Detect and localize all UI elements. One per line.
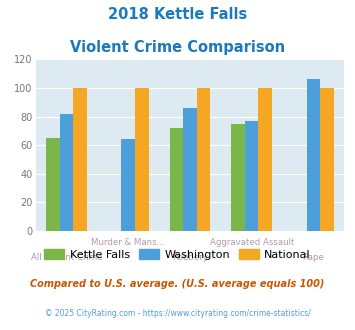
Bar	[258, 88, 272, 231]
Text: Violent Crime Comparison: Violent Crime Comparison	[70, 40, 285, 54]
Bar	[46, 138, 60, 231]
Bar	[135, 88, 148, 231]
Text: Rape: Rape	[302, 253, 324, 262]
Bar	[231, 124, 245, 231]
Text: Aggravated Assault: Aggravated Assault	[209, 238, 294, 247]
Bar	[121, 140, 135, 231]
Text: © 2025 CityRating.com - https://www.cityrating.com/crime-statistics/: © 2025 CityRating.com - https://www.city…	[45, 309, 310, 317]
Bar	[60, 114, 73, 231]
Bar	[320, 88, 334, 231]
Bar	[170, 128, 183, 231]
Text: 2018 Kettle Falls: 2018 Kettle Falls	[108, 7, 247, 21]
Text: Robbery: Robbery	[172, 253, 208, 262]
Text: All Violent Crime: All Violent Crime	[31, 253, 102, 262]
Bar	[183, 108, 197, 231]
Bar	[307, 80, 320, 231]
Bar	[245, 121, 258, 231]
Text: Compared to U.S. average. (U.S. average equals 100): Compared to U.S. average. (U.S. average …	[30, 279, 325, 289]
Text: Murder & Mans...: Murder & Mans...	[91, 238, 165, 247]
Bar	[73, 88, 87, 231]
Bar	[197, 88, 210, 231]
Legend: Kettle Falls, Washington, National: Kettle Falls, Washington, National	[40, 245, 315, 264]
